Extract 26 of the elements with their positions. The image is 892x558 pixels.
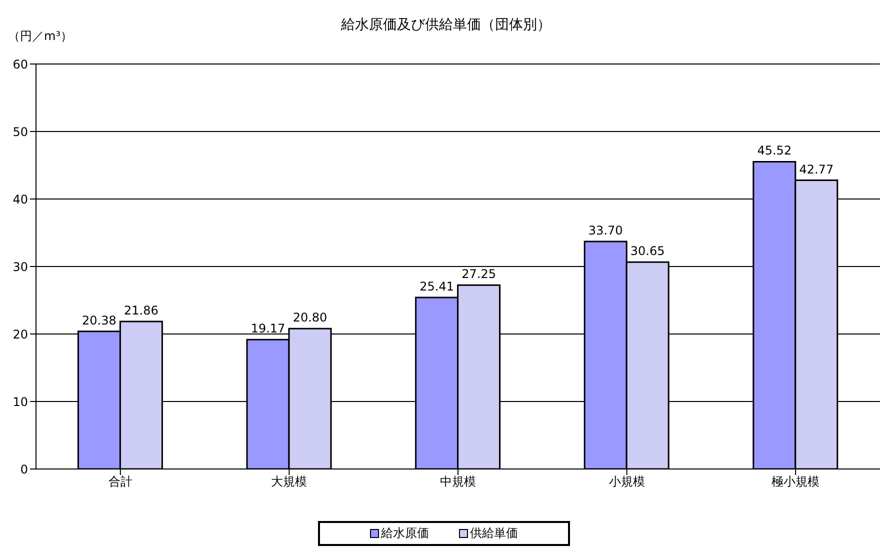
y-tick-label: 10 [12,394,28,409]
x-tick-label: 大規模 [271,474,308,489]
x-tick-label: 極小規模 [772,474,820,489]
text: 20.80 [292,310,328,325]
text: 20.38 [82,313,116,328]
text: 25.41 [420,279,454,294]
y-tick-label: 30 [12,260,28,274]
text: 30.65 [630,244,665,258]
legend-label: 供給単価 [470,525,518,542]
text: 27.25 [462,267,496,282]
text: 45.52 [757,144,792,158]
x-tick-label: 合計 [108,474,132,489]
y-tick-label: 60 [12,57,28,72]
y-tick-label: 40 [12,192,28,206]
text: 21.86 [124,303,158,318]
y-tick-label: 50 [12,124,28,139]
y-tick-label: 20 [12,327,28,342]
x-tick-label: 小規模 [608,474,645,489]
y-tick-label: 0 [20,462,28,476]
text: 42.77 [799,162,834,176]
text: 19.17 [250,322,286,336]
text: 33.70 [588,224,623,238]
x-tick-label: 中規模 [440,474,476,489]
chart-title: 給水原価及び供給単価（団体別） [341,17,551,33]
y-axis-title: （円／m³） [8,28,72,45]
legend-label: 給水原価 [381,525,429,542]
